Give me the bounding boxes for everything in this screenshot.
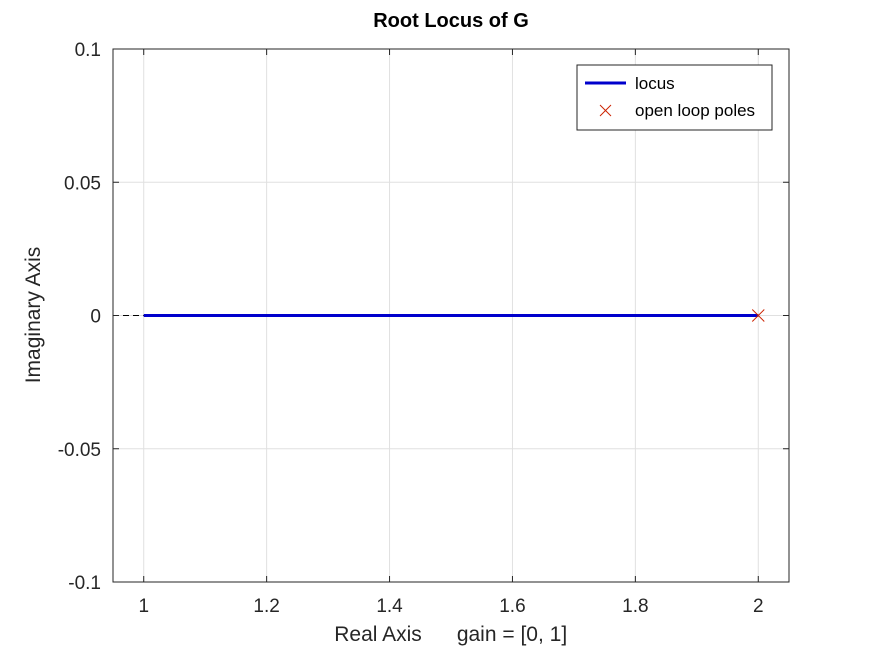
x-tick-label: 1.4 [376,596,403,617]
x-axis-gain-note: gain = [0, 1] [457,623,567,646]
x-tick-label: 1 [138,596,149,617]
legend-box [576,64,773,131]
x-tick-label: 1.8 [622,596,648,617]
legend: locus open loop poles [576,64,773,131]
plot-area: 1 1.2 1.4 1.6 1.8 2 -0.1 -0.05 0 0.05 0.1 [58,40,790,617]
x-tick-label: 2 [753,596,764,617]
tick-marks [113,48,789,583]
y-tick-labels: -0.1 -0.05 0 0.05 0.1 [58,40,101,594]
series-layer [123,309,765,322]
chart-title: Root Locus of G [373,10,529,32]
y-tick-label: 0 [90,307,101,328]
y-tick-label: -0.1 [68,573,101,594]
legend-pole-marker [599,104,612,117]
y-tick-label: 0.1 [75,40,101,61]
open-loop-pole-marker [751,309,765,322]
x-tick-labels: 1 1.2 1.4 1.6 1.8 2 [138,596,763,617]
x-tick-label: 1.2 [253,596,279,617]
legend-poles-label: open loop poles [635,101,755,120]
y-tick-label: 0.05 [64,173,101,194]
legend-locus-label: locus [635,74,675,93]
y-tick-label: -0.05 [58,440,101,461]
x-tick-label: 1.6 [499,596,525,617]
y-axis-label: Imaginary Axis [22,247,45,384]
x-axis-label: Real Axis [334,623,422,646]
